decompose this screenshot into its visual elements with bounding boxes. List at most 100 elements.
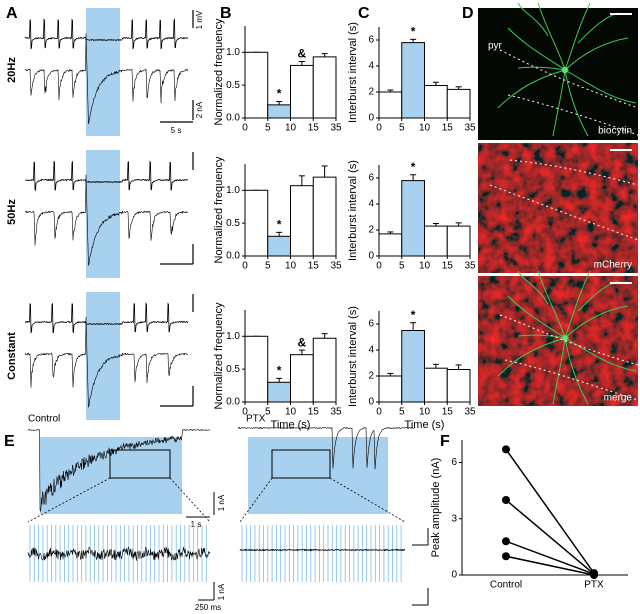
- bar-annotation: *: [411, 25, 416, 39]
- x-tick-label: 0: [242, 407, 248, 418]
- x-tick-label: 35: [464, 407, 476, 418]
- bar: [312, 176, 337, 257]
- y-axis-label: Normalized frequency: [213, 156, 225, 263]
- x-tick-label: 15: [442, 407, 454, 418]
- voltage-trace: [24, 160, 189, 192]
- trace-label: Control: [28, 414, 60, 425]
- bar-annotation: *: [277, 364, 282, 378]
- bar: [424, 225, 448, 257]
- y-tick-label: 4: [368, 345, 374, 356]
- scale-label: 250 ms: [195, 603, 221, 612]
- y-tick-label: 0.5: [226, 364, 240, 375]
- y-tick-label: 1.0: [226, 331, 240, 342]
- y-axis-label: Normalized frequency: [213, 18, 225, 125]
- x-axis-label: Time (s): [271, 419, 311, 431]
- x-tick-label: 10: [285, 407, 297, 418]
- x-tick-label: 35: [330, 261, 342, 272]
- zoom-line: [239, 477, 273, 523]
- bar: [244, 335, 269, 403]
- bar: [446, 369, 471, 403]
- boundary: [499, 49, 639, 109]
- current-trace: [237, 426, 416, 470]
- image-label: mCherry: [594, 260, 632, 271]
- bar: [401, 330, 425, 403]
- row-label: Constant: [6, 332, 18, 380]
- current-trace: [27, 546, 211, 561]
- x-tick-label: 10: [285, 261, 297, 272]
- x-tick-label: 0: [376, 123, 382, 134]
- current-trace: [24, 33, 189, 125]
- y-tick-label: 6: [368, 35, 374, 46]
- x-tick-label: 15: [308, 261, 320, 272]
- y-tick-label: 2: [368, 371, 374, 382]
- bar-annotation: *: [411, 160, 416, 174]
- x-tick-label: PTX: [584, 580, 604, 591]
- zoom-line: [169, 477, 211, 523]
- series-line: [505, 555, 595, 576]
- series-line: [505, 540, 595, 575]
- bar-annotation: &: [298, 335, 307, 349]
- point: [502, 496, 510, 504]
- y-axis-label: Interburst interval (s): [347, 22, 359, 123]
- panel-letter: F: [440, 433, 450, 450]
- boundary: [504, 359, 639, 401]
- y-axis-label: Interburst interval (s): [347, 306, 359, 407]
- bar: [312, 337, 337, 403]
- voltage-trace: [24, 18, 189, 50]
- current-trace: [239, 548, 406, 552]
- x-tick-label: 5: [265, 123, 271, 134]
- light-stimulus: [248, 437, 388, 514]
- x-tick-label: 15: [442, 123, 454, 134]
- trace-label: PTX: [246, 414, 266, 425]
- light-stimulus: [86, 150, 120, 278]
- x-axis-label: Time (s): [405, 419, 445, 431]
- x-tick-label: 0: [242, 261, 248, 272]
- y-tick-label: 1.0: [226, 47, 240, 58]
- y-tick-label: 0: [368, 397, 374, 408]
- x-tick-label: 5: [399, 123, 405, 134]
- panel-letter: C: [358, 5, 370, 22]
- y-tick-label: 2: [368, 225, 374, 236]
- zoom-line: [27, 477, 111, 523]
- bar-annotation: *: [277, 87, 282, 101]
- bar: [378, 233, 403, 257]
- bar: [312, 56, 337, 119]
- series-line: [505, 499, 595, 575]
- bar: [290, 64, 314, 119]
- y-tick-label: 6: [368, 319, 374, 330]
- point: [590, 571, 598, 579]
- y-tick-label: 0.0: [226, 113, 240, 124]
- point: [502, 537, 510, 546]
- scale-label: 5 s: [171, 126, 182, 135]
- bar: [446, 88, 471, 119]
- x-tick-label: 35: [464, 123, 476, 134]
- current-trace: [24, 316, 189, 408]
- row-label: 50Hz: [6, 199, 18, 225]
- micrograph: mCherry: [478, 143, 639, 273]
- bar: [401, 42, 425, 119]
- image-label: biocytin: [598, 126, 632, 137]
- x-tick-label: 15: [308, 407, 320, 418]
- x-tick-label: 10: [419, 407, 431, 418]
- y-tick-label: 0: [368, 113, 374, 124]
- bar: [267, 381, 291, 403]
- x-tick-label: 35: [330, 407, 342, 418]
- series-line: [505, 448, 595, 574]
- bar-annotation: *: [277, 218, 282, 232]
- y-tick-label: 1.0: [226, 185, 240, 196]
- light-stimulus: [86, 8, 120, 136]
- bar: [446, 225, 471, 257]
- x-tick-label: 0: [376, 407, 382, 418]
- scale-label: 2 nA: [195, 101, 204, 118]
- x-tick-label: 0: [242, 123, 248, 134]
- x-tick-label: 10: [419, 261, 431, 272]
- bar: [290, 185, 314, 257]
- row-label: 20Hz: [6, 57, 18, 83]
- bar: [424, 85, 448, 119]
- x-tick-label: 10: [285, 123, 297, 134]
- image-label: merge: [604, 393, 633, 404]
- y-tick-label: 6: [368, 173, 374, 184]
- bar-annotation: *: [411, 308, 416, 322]
